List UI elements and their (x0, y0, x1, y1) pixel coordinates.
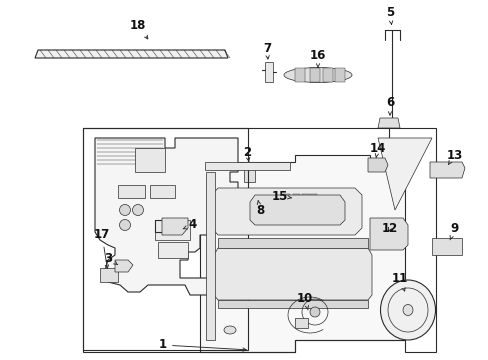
Bar (150, 185, 175, 198)
Text: 4: 4 (183, 219, 197, 231)
Polygon shape (429, 162, 464, 178)
Text: 18: 18 (129, 18, 147, 39)
Bar (323, 68, 332, 82)
Bar (302, 194, 308, 206)
Polygon shape (200, 155, 404, 352)
Circle shape (309, 307, 319, 317)
Bar (135, 148, 164, 172)
Text: 6: 6 (385, 95, 393, 115)
Bar (294, 68, 305, 82)
Bar (218, 238, 367, 248)
Text: 12: 12 (381, 221, 397, 234)
Polygon shape (214, 248, 371, 300)
Bar (83, 128, 247, 350)
Polygon shape (294, 318, 307, 328)
Bar (155, 220, 172, 232)
Polygon shape (204, 162, 289, 170)
Circle shape (119, 204, 130, 216)
Polygon shape (249, 195, 345, 225)
Polygon shape (367, 158, 387, 172)
Bar (283, 194, 289, 206)
Polygon shape (100, 268, 118, 282)
Ellipse shape (402, 305, 412, 315)
Bar (158, 242, 187, 258)
Polygon shape (95, 138, 238, 295)
Polygon shape (377, 118, 399, 128)
Polygon shape (35, 50, 227, 58)
Bar (218, 300, 367, 308)
Polygon shape (115, 260, 133, 272)
Bar (155, 220, 190, 240)
Polygon shape (162, 218, 187, 235)
Text: 17: 17 (94, 229, 110, 268)
Text: 14: 14 (369, 141, 386, 157)
Text: 1: 1 (159, 338, 246, 351)
Ellipse shape (224, 326, 236, 334)
Bar (309, 68, 319, 82)
Text: 5: 5 (385, 5, 393, 24)
Polygon shape (431, 238, 461, 255)
Polygon shape (212, 188, 361, 235)
Polygon shape (280, 192, 314, 208)
Bar (334, 68, 345, 82)
Circle shape (119, 220, 130, 230)
Text: 10: 10 (296, 292, 312, 310)
Polygon shape (377, 138, 431, 210)
Bar (205, 172, 215, 340)
Polygon shape (369, 218, 407, 250)
Text: 3: 3 (104, 252, 117, 265)
Bar (118, 185, 145, 198)
Circle shape (246, 189, 263, 207)
Text: 7: 7 (263, 41, 270, 59)
Ellipse shape (284, 68, 351, 82)
Polygon shape (264, 62, 272, 82)
Circle shape (132, 204, 143, 216)
Polygon shape (244, 162, 254, 182)
Text: 2: 2 (243, 145, 250, 161)
Ellipse shape (380, 280, 435, 340)
Text: 16: 16 (309, 49, 325, 67)
Text: 15: 15 (271, 189, 291, 202)
Text: 11: 11 (391, 271, 407, 291)
Text: 8: 8 (255, 201, 264, 216)
Text: 9: 9 (449, 221, 458, 240)
Text: 13: 13 (446, 149, 462, 165)
Bar (309, 194, 316, 206)
Bar (292, 194, 299, 206)
